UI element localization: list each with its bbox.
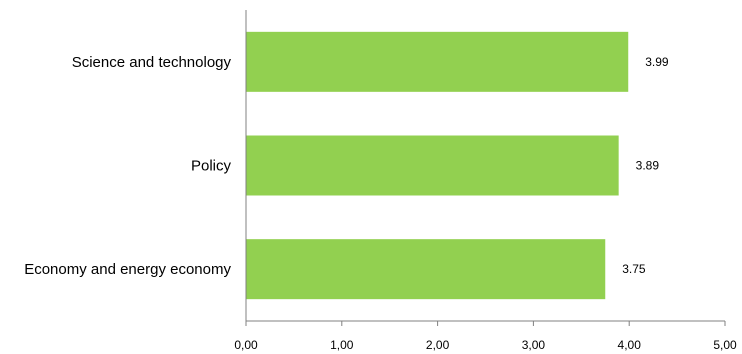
category-label-1: Policy [191, 158, 232, 175]
x-tick-label-3: 3,00 [522, 338, 546, 352]
bar-0 [246, 31, 629, 92]
x-tick-label-0: 0,00 [234, 338, 258, 352]
bars-group [246, 31, 629, 300]
x-tick-labels-group: 0,00 1,00 2,00 3,00 4,00 5,00 [234, 338, 737, 352]
x-tick-label-5: 5,00 [713, 338, 737, 352]
bar-2 [246, 239, 606, 300]
x-tick-label-1: 1,00 [330, 338, 354, 352]
category-label-0: Science and technology [72, 54, 232, 71]
category-labels-group: Science and technology Policy Economy and … [24, 54, 231, 278]
data-label-1: 3.89 [636, 159, 660, 173]
bar-1 [246, 135, 619, 196]
data-label-0: 3.99 [645, 55, 669, 69]
data-labels-group: 3.99 3.89 3.75 [622, 55, 669, 276]
data-label-2: 3.75 [622, 262, 646, 276]
x-ticks-group [245, 321, 726, 326]
x-tick-label-4: 4,00 [618, 338, 642, 352]
x-tick-label-2: 2,00 [426, 338, 450, 352]
category-label-2: Economy and energy economy [24, 261, 231, 278]
